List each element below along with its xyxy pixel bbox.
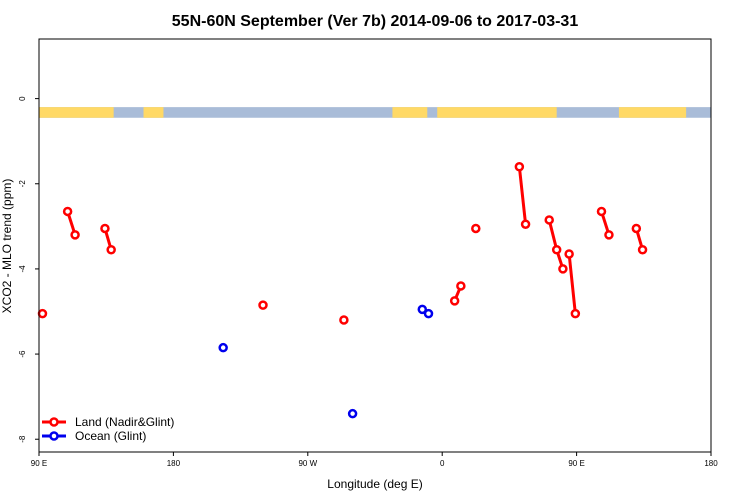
legend-label: Land (Nadir&Glint) — [75, 415, 174, 429]
series-1-point — [423, 308, 434, 319]
series-1-point — [417, 304, 428, 315]
map-ocean — [39, 107, 711, 118]
data-series — [37, 161, 648, 419]
series-0-point — [62, 206, 73, 217]
series-0-point — [596, 206, 607, 217]
map-land — [39, 107, 114, 118]
map-land — [143, 107, 164, 118]
x-tick-label: 90 E — [31, 459, 47, 468]
x-tick-label: 180 — [704, 459, 718, 468]
legend: Land (Nadir&Glint)Ocean (Glint) — [42, 415, 174, 443]
series-0-point — [544, 215, 554, 225]
series-0-line — [517, 166, 528, 225]
series-0-point — [37, 308, 48, 319]
series-0-point — [631, 223, 642, 234]
chart-title: 55N-60N September (Ver 7b) 2014-09-06 to… — [172, 13, 579, 30]
map-land — [437, 107, 557, 118]
series-0-point — [258, 300, 268, 310]
y-tick-label: -6 — [18, 350, 27, 358]
series-0-point — [564, 249, 574, 259]
series-0-point — [520, 219, 531, 229]
series-0-point — [449, 296, 460, 306]
legend-marker — [49, 431, 59, 441]
y-tick-label: -4 — [18, 265, 27, 273]
axis-ticks: 90 E 180 90 W 0 90 E 180 0 -2 -4 -6 -8 — [18, 96, 718, 468]
series-0-point — [70, 230, 80, 240]
y-axis-label: XCO2 - MLO trend (ppm) — [0, 179, 14, 314]
world-map-strip — [39, 107, 711, 118]
series-0-point — [551, 245, 562, 255]
series-1-point — [218, 342, 228, 353]
series-0-point — [604, 230, 614, 240]
series-0-point — [100, 223, 110, 234]
legend-marker — [49, 417, 59, 427]
plot-frame — [38, 38, 712, 453]
series-0-point — [471, 223, 481, 234]
series-0-point — [339, 315, 349, 325]
x-tick-label: 0 — [440, 459, 445, 468]
series-0-line — [547, 219, 565, 270]
series-1-point — [347, 408, 358, 419]
series-0-point — [637, 245, 648, 255]
y-tick-label: -2 — [18, 180, 27, 188]
map-land — [392, 107, 428, 118]
legend-label: Ocean (Glint) — [75, 429, 146, 443]
series-0-point — [514, 161, 525, 172]
series-0-point — [558, 264, 568, 274]
series-0-point — [106, 245, 116, 255]
x-tick-label: 90 W — [298, 459, 317, 468]
y-tick-label: -8 — [18, 435, 27, 443]
series-0-point — [456, 281, 466, 291]
x-tick-label: 180 — [167, 459, 181, 468]
y-tick-label: 0 — [18, 96, 27, 101]
series-0-point — [570, 308, 581, 319]
x-tick-label: 90 E — [568, 459, 584, 468]
x-axis-label: Longitude (deg E) — [327, 477, 422, 491]
series-0-line — [567, 253, 577, 314]
map-land — [618, 107, 687, 118]
